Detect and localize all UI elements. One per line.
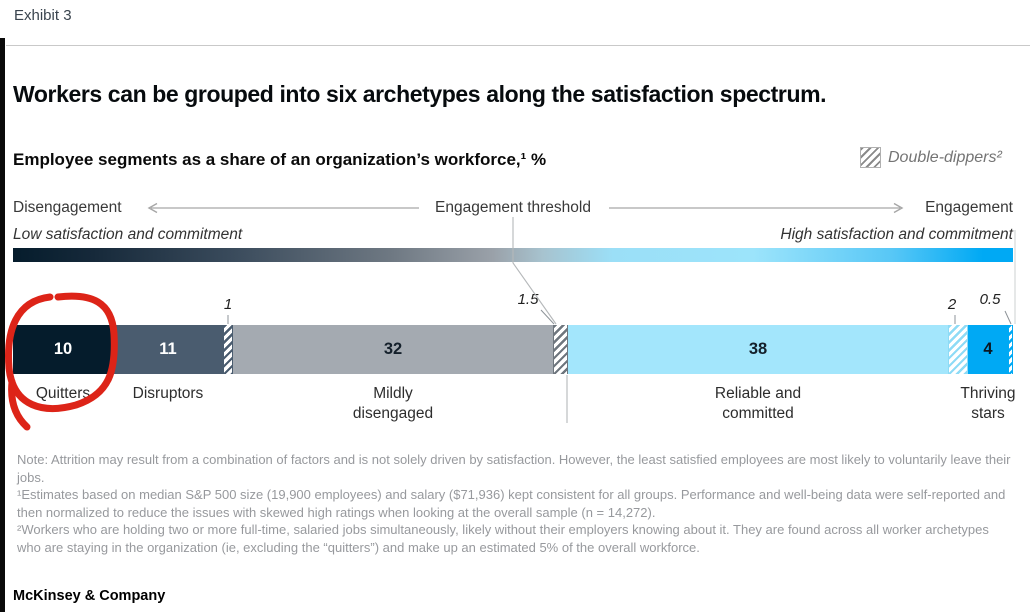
bar-segment-reliable-committed: 38	[568, 325, 948, 374]
footnote-1: ¹Estimates based on median S&P 500 size …	[17, 487, 1006, 520]
bar-segment-double-dippers-1-5	[553, 325, 568, 374]
chart-subtitle: Employee segments as a share of an organ…	[13, 150, 547, 169]
axis-label-disengagement: Disengagement	[13, 199, 122, 216]
axis-sublabel-high-satisfaction: High satisfaction and commitment	[780, 226, 1013, 243]
category-label-reliable-committed: Reliable and committed	[714, 385, 802, 422]
axis-label-engagement: Engagement	[925, 199, 1013, 216]
note-text: Note: Attrition may result from a combin…	[17, 452, 1011, 485]
footnote-2: ²Workers who are holding two or more ful…	[17, 522, 989, 555]
mckinsey-brand: McKinsey & Company	[13, 588, 166, 604]
divider-rule	[6, 45, 1030, 46]
satisfaction-gradient-axis	[13, 248, 1013, 262]
legend-label: Double-dippers²	[888, 148, 1002, 166]
bar-segment-mildly-disengaged: 32	[233, 325, 553, 374]
axis-label-engagement-threshold: Engagement threshold	[435, 199, 591, 216]
category-label-disruptors: Disruptors	[132, 385, 204, 402]
segment-value-mildly-disengaged: 32	[383, 340, 403, 358]
exhibit-label: Exhibit 3	[14, 7, 72, 24]
bar-segment-double-dippers-1	[223, 325, 233, 374]
segment-value-quitters: 10	[53, 340, 73, 358]
axis-sublabel-low-satisfaction: Low satisfaction and commitment	[13, 226, 243, 243]
left-arrow-head-icon	[147, 202, 158, 214]
bar-segment-thriving-stars: 4	[968, 325, 1008, 374]
callout-value-double-dippers-0-5: 0.5	[979, 291, 1001, 308]
category-label-mildly-disengaged: Mildly disengaged	[352, 385, 434, 422]
bar-segment-double-dippers-0-5	[1008, 325, 1013, 374]
bar-segment-quitters: 10	[13, 325, 113, 374]
callout-tick-double-dippers-1-5	[540, 309, 555, 325]
category-label-thriving-stars: Thriving stars	[960, 385, 1016, 422]
page-title: Workers can be grouped into six archetyp…	[13, 81, 827, 107]
bar-segment-double-dippers-2	[948, 325, 968, 374]
callout-value-double-dippers-2: 2	[947, 296, 957, 313]
hatched-square-icon	[860, 147, 881, 168]
bar-segment-disruptors: 11	[113, 325, 223, 374]
right-arrow-head-icon	[893, 202, 904, 214]
segment-value-reliable-committed: 38	[748, 340, 768, 358]
stacked-bar: 10 11 32 38 4	[13, 325, 1013, 374]
segment-value-disruptors: 11	[159, 340, 177, 358]
segment-value-thriving-stars: 4	[983, 340, 993, 358]
callout-tick-double-dippers-0-5	[1004, 310, 1012, 325]
legend-double-dippers: Double-dippers²	[860, 147, 1002, 168]
callout-value-double-dippers-1: 1	[223, 296, 233, 313]
footnotes-block: Note: Attrition may result from a combin…	[17, 451, 1013, 556]
callout-value-double-dippers-1-5: 1.5	[517, 291, 539, 308]
left-edge-border	[0, 38, 5, 612]
